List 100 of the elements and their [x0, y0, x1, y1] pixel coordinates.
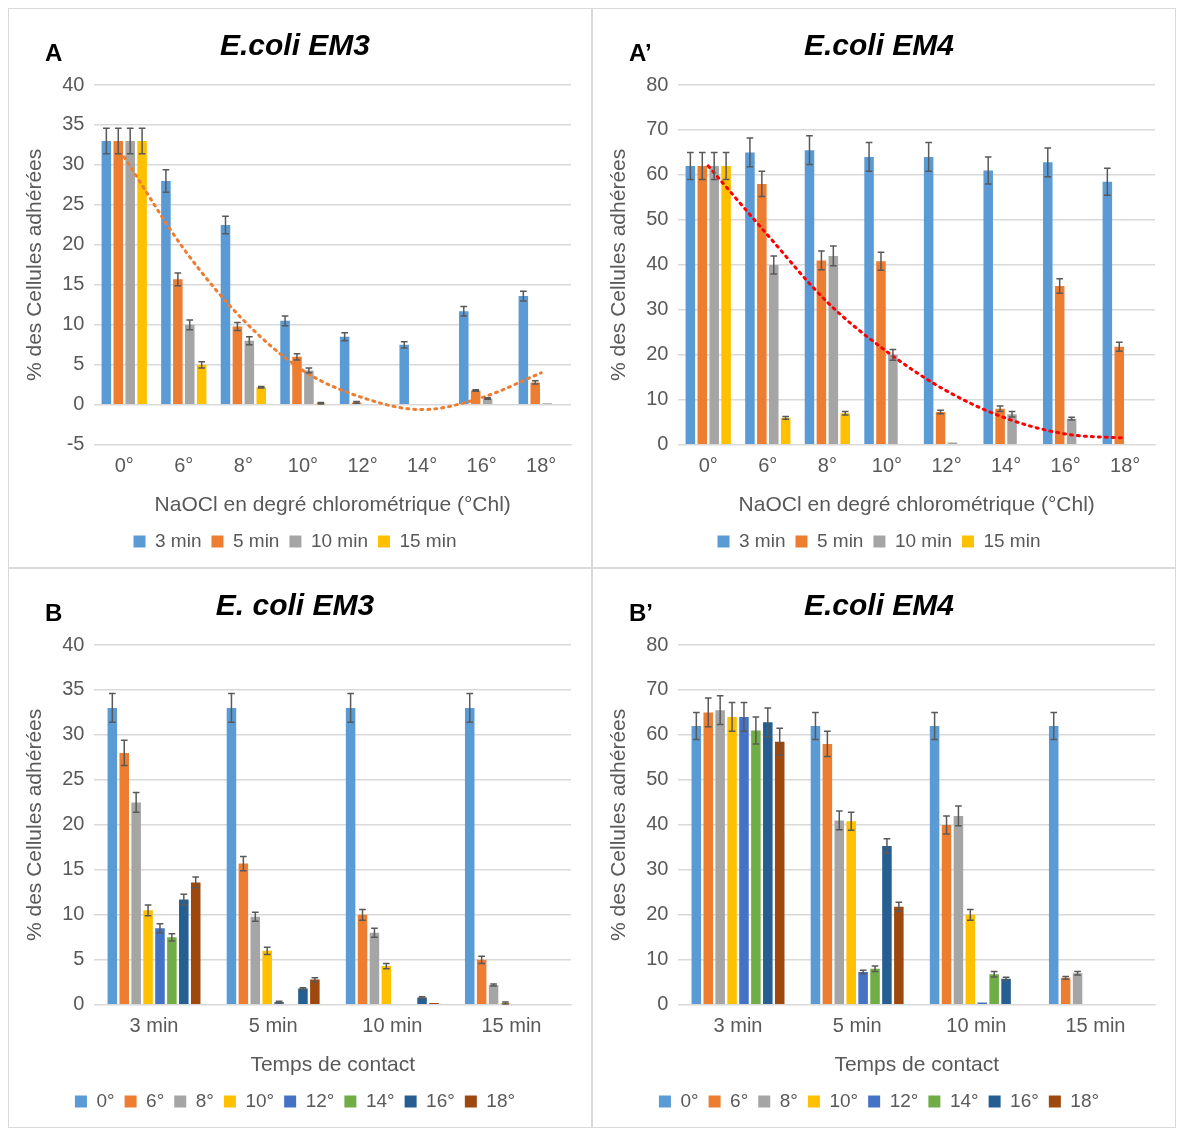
x-tick-label: 10°	[871, 454, 903, 477]
y-tick-label: 5	[73, 947, 85, 970]
chart-title: E.coli EM3	[219, 28, 371, 62]
y-tick-label: 10	[646, 947, 669, 970]
legend-label: 0°	[96, 1089, 115, 1111]
y-tick-label: 60	[646, 162, 669, 185]
x-tick-label: 16°	[1050, 454, 1081, 477]
y-tick-label: -5	[66, 432, 85, 455]
x-tick-label: 16°	[466, 454, 497, 477]
y-tick-label: 70	[646, 677, 669, 700]
legend-label: 16°	[1010, 1089, 1039, 1111]
y-tick-label: 30	[646, 857, 669, 880]
x-tick-label: 18°	[526, 454, 557, 477]
y-axis-title: % des Cellules adhérées	[606, 148, 630, 382]
legend-label: 15 min	[399, 529, 457, 551]
y-tick-label: 30	[646, 297, 669, 320]
legend-label: 14°	[365, 1089, 395, 1111]
y-tick-label: 0	[657, 992, 669, 1015]
y-tick-label: 35	[62, 677, 85, 700]
text: A	[45, 39, 63, 67]
legend-label: 14°	[949, 1089, 979, 1111]
chart-title: E. coli EM3	[215, 588, 375, 622]
legend-label: 3 min	[739, 529, 786, 551]
y-tick-label: 10	[646, 387, 669, 410]
chart-title: E.coli EM4	[803, 28, 955, 62]
legend-label: 12°	[889, 1089, 919, 1111]
x-tick-label: 0°	[114, 454, 134, 477]
y-tick-label: 20	[62, 232, 85, 255]
y-tick-label: 20	[646, 342, 669, 365]
legend-label: 16°	[426, 1089, 455, 1111]
y-tick-label: 35	[62, 112, 85, 135]
x-tick-label: 18°	[1110, 454, 1141, 477]
y-axis-title: % des Cellules adhérées	[22, 708, 46, 942]
y-tick-label: 40	[62, 632, 85, 655]
y-tick-label: 15	[62, 272, 85, 295]
x-tick-label: 10 min	[946, 1014, 1007, 1037]
text: B’	[629, 599, 653, 627]
y-tick-label: 40	[646, 812, 669, 835]
y-tick-label: 20	[646, 902, 669, 925]
x-axis-title: Temps de contact	[834, 1052, 1000, 1076]
legend-label: 15 min	[983, 529, 1041, 551]
text: B	[45, 599, 63, 627]
x-tick-label: 5 min	[832, 1014, 882, 1037]
legend-label: 18°	[1070, 1089, 1100, 1111]
legend-label: 6°	[146, 1089, 165, 1111]
legend-label: 0°	[680, 1089, 699, 1111]
y-tick-label: 0	[73, 392, 85, 415]
y-tick-label: 40	[646, 252, 669, 275]
chart-title: E.coli EM4	[803, 588, 955, 622]
y-tick-label: 25	[62, 767, 85, 790]
y-tick-label: 10	[62, 902, 85, 925]
text: A’	[629, 39, 652, 67]
y-tick-label: 10	[62, 312, 85, 335]
y-tick-label: 80	[646, 72, 669, 95]
x-tick-label: 14°	[990, 454, 1022, 477]
x-tick-label: 8°	[233, 454, 253, 477]
legend-label: 10°	[245, 1089, 275, 1111]
legend-label: 10°	[829, 1089, 859, 1111]
y-axis-title: % des Cellules adhérées	[606, 708, 630, 942]
y-tick-label: 0	[657, 432, 669, 455]
y-tick-label: 30	[62, 152, 85, 175]
x-tick-label: 3 min	[129, 1014, 179, 1037]
y-tick-label: 5	[73, 352, 85, 375]
legend-label: 12°	[305, 1089, 335, 1111]
y-tick-label: 25	[62, 192, 85, 215]
y-tick-label: 60	[646, 722, 669, 745]
x-tick-label: 6°	[758, 454, 778, 477]
y-tick-label: 40	[62, 72, 85, 95]
x-tick-label: 12°	[931, 454, 962, 477]
y-axis-title: % des Cellules adhérées	[22, 148, 46, 382]
x-tick-label: 15 min	[1065, 1014, 1126, 1037]
legend-label: 8°	[195, 1089, 214, 1111]
legend-label: 5 min	[816, 529, 864, 551]
x-tick-label: 10 min	[362, 1014, 423, 1037]
y-tick-label: 70	[646, 117, 669, 140]
x-tick-label: 3 min	[713, 1014, 763, 1037]
x-tick-label: 0°	[698, 454, 718, 477]
y-tick-label: 20	[62, 812, 85, 835]
legend-label: 18°	[486, 1089, 516, 1111]
legend-label: 5 min	[232, 529, 280, 551]
legend-label: 3 min	[155, 529, 202, 551]
x-tick-label: 14°	[406, 454, 438, 477]
x-tick-label: 10°	[287, 454, 319, 477]
y-tick-label: 30	[62, 722, 85, 745]
x-tick-label: 5 min	[248, 1014, 298, 1037]
y-tick-label: 15	[62, 857, 85, 880]
legend-label: 6°	[730, 1089, 749, 1111]
legend-label: 10 min	[310, 529, 368, 551]
x-tick-label: 6°	[174, 454, 194, 477]
y-tick-label: 50	[646, 207, 669, 230]
x-tick-label: 15 min	[481, 1014, 542, 1037]
y-tick-label: 0	[73, 992, 85, 1015]
legend-label: 10 min	[894, 529, 952, 551]
x-tick-label: 8°	[817, 454, 837, 477]
x-tick-label: 12°	[347, 454, 378, 477]
x-axis-title: Temps de contact	[250, 1052, 416, 1076]
y-tick-label: 80	[646, 632, 669, 655]
x-axis-title: NaOCl en degré chlorométrique (°Chl)	[154, 492, 511, 516]
y-tick-label: 50	[646, 767, 669, 790]
legend-label: 8°	[779, 1089, 798, 1111]
